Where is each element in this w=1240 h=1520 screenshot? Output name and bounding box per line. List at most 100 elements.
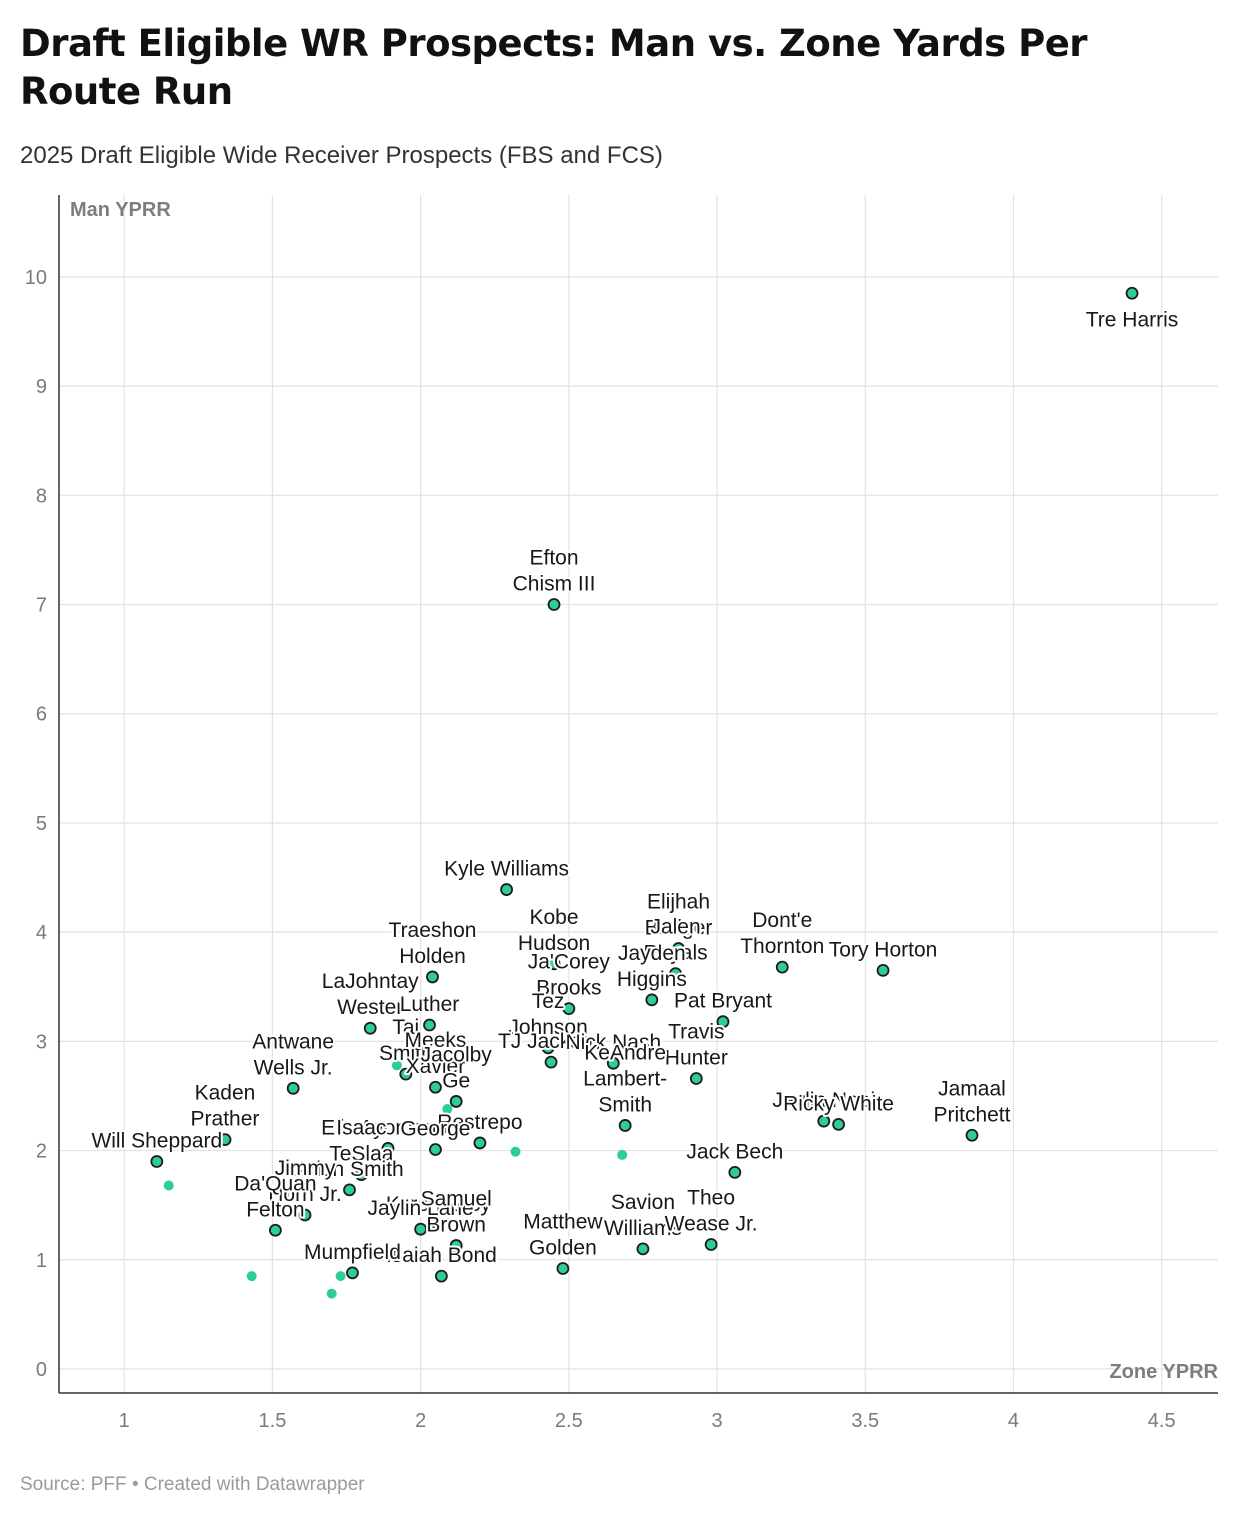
data-point[interactable]: [500, 883, 513, 896]
data-point[interactable]: [473, 1136, 487, 1150]
data-point[interactable]: [426, 970, 439, 984]
data-point[interactable]: [423, 1018, 436, 1032]
x-tick-label: 1: [119, 1410, 130, 1432]
point-label: Luther: [400, 993, 460, 1016]
point-label: Pat Bryant: [674, 990, 772, 1013]
data-point[interactable]: [298, 1208, 312, 1222]
point-label: Johnson: [508, 1016, 587, 1039]
y-tick-label: 1: [36, 1250, 47, 1272]
data-point[interactable]: [449, 1239, 463, 1252]
data-point[interactable]: [414, 1222, 428, 1236]
data-point[interactable]: [246, 1271, 257, 1282]
data-point[interactable]: [544, 1055, 558, 1069]
data-point[interactable]: [429, 1080, 442, 1094]
point-label: Elic Ayomanor: [321, 1116, 455, 1139]
data-point[interactable]: [645, 993, 659, 1007]
point-label: Kobe: [529, 906, 578, 929]
y-tick-label: 10: [25, 267, 47, 289]
footer: Source: PFF • Created with Datawrapper: [20, 1474, 365, 1496]
data-point[interactable]: [150, 1155, 164, 1168]
point-label: Matthew: [523, 1211, 603, 1234]
data-point[interactable]: [562, 1002, 576, 1015]
point-label: Jack Bech: [686, 1140, 783, 1163]
point-label: Prather: [191, 1108, 260, 1131]
point-label: Holden: [399, 945, 466, 968]
data-point[interactable]: [335, 1271, 346, 1282]
point-label: Smith: [379, 1042, 433, 1065]
data-point[interactable]: [442, 1104, 453, 1115]
point-label: Horn Jr.: [268, 1183, 342, 1206]
data-point[interactable]: [617, 1149, 628, 1160]
point-label: Higgins: [617, 968, 687, 991]
y-tick-label: 5: [36, 813, 47, 835]
data-point[interactable]: [716, 1015, 730, 1029]
data-point[interactable]: [618, 1119, 632, 1132]
point-label: LaJohntay: [322, 970, 419, 993]
point-label: Jalen: [650, 916, 700, 939]
data-point[interactable]: [669, 967, 682, 981]
x-tick-label: 1.5: [259, 1410, 287, 1432]
point-label: Ge: [442, 1069, 470, 1092]
point-label: Pritchett: [933, 1103, 1010, 1126]
point-label: Wease Jr.: [665, 1212, 758, 1235]
point-label: Elijhah: [647, 891, 710, 914]
y-tick-label: 2: [36, 1141, 47, 1163]
y-tick-label: 0: [36, 1359, 47, 1381]
data-point[interactable]: [547, 957, 561, 971]
point-label: Da'Quan: [234, 1172, 316, 1195]
y-tick-label: 6: [36, 704, 47, 726]
data-point[interactable]: [432, 1218, 445, 1232]
y-axis-label: Man YPRR: [70, 199, 171, 221]
data-point[interactable]: [279, 1189, 290, 1200]
data-point[interactable]: [606, 1056, 620, 1070]
data-point[interactable]: [965, 1128, 979, 1142]
point-label: Wells Jr.: [254, 1056, 333, 1079]
data-point[interactable]: [399, 1067, 413, 1081]
data-point[interactable]: [434, 1269, 448, 1283]
data-point[interactable]: [354, 1168, 368, 1181]
x-tick-label: 2.5: [555, 1410, 583, 1432]
data-point[interactable]: [556, 1262, 570, 1275]
data-point[interactable]: [381, 1141, 395, 1155]
data-point[interactable]: [510, 1146, 521, 1157]
point-label: Jaylin Lane: [368, 1197, 474, 1220]
point-label: Jamaal: [938, 1077, 1006, 1100]
point-label: Xavier: [406, 1055, 466, 1078]
data-point[interactable]: [363, 1021, 377, 1035]
data-point[interactable]: [429, 1143, 442, 1156]
point-label: Savion: [611, 1191, 675, 1214]
data-point[interactable]: [672, 942, 685, 955]
data-point[interactable]: [817, 1114, 831, 1128]
data-point[interactable]: [449, 1095, 463, 1108]
data-point[interactable]: [541, 1041, 555, 1055]
point-label: Smith: [598, 1093, 652, 1116]
point-label: Theo: [687, 1186, 735, 1209]
point-label: Will Sheppard: [91, 1129, 222, 1152]
data-point[interactable]: [689, 1072, 703, 1085]
data-point[interactable]: [876, 963, 890, 977]
point-label: Brooks: [536, 977, 601, 1000]
data-point[interactable]: [286, 1081, 300, 1095]
data-point[interactable]: [728, 1166, 742, 1179]
data-point[interactable]: [346, 1266, 359, 1280]
data-point[interactable]: [636, 1242, 650, 1256]
data-point[interactable]: [1125, 286, 1139, 300]
data-point[interactable]: [326, 1288, 337, 1299]
data-point[interactable]: [704, 1238, 718, 1251]
data-point[interactable]: [547, 598, 561, 611]
x-tick-label: 3.5: [851, 1410, 879, 1432]
data-point[interactable]: [775, 960, 789, 974]
data-point[interactable]: [343, 1183, 356, 1197]
point-label: Williams: [604, 1217, 682, 1240]
credit-link[interactable]: Created with Datawrapper: [143, 1474, 365, 1495]
point-label: Kaden: [195, 1082, 256, 1105]
data-point[interactable]: [391, 1060, 402, 1071]
data-point[interactable]: [218, 1133, 232, 1147]
point-label: Wester: [337, 996, 403, 1019]
data-point[interactable]: [163, 1180, 174, 1191]
data-point[interactable]: [268, 1223, 282, 1237]
data-point[interactable]: [832, 1117, 845, 1131]
point-label: Brown: [426, 1214, 486, 1237]
point-label: Kyle Williams: [444, 858, 569, 881]
point-label: Ja'Corey: [528, 951, 611, 974]
